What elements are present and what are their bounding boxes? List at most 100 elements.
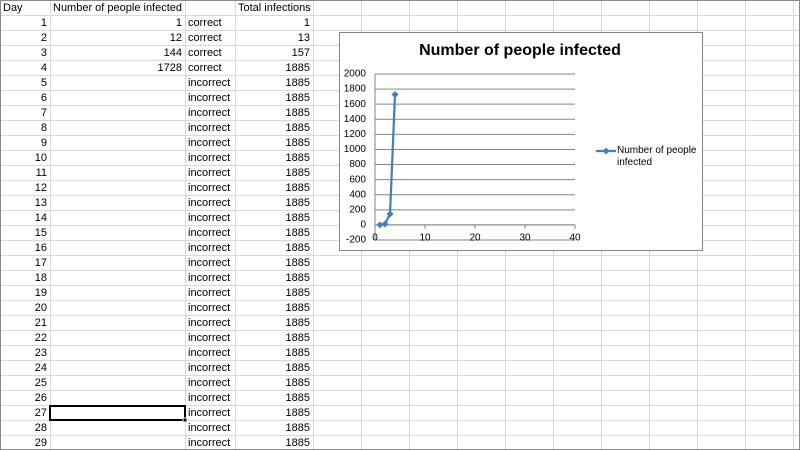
cell: 19 <box>35 287 47 299</box>
point <box>391 91 399 99</box>
cell: 1885 <box>286 362 310 374</box>
point <box>376 221 384 229</box>
x-tick-label: 30 <box>519 233 531 244</box>
cell: 1885 <box>286 122 310 134</box>
y-tick-label: 1400 <box>344 114 367 125</box>
y-tick-label: -200 <box>346 235 366 246</box>
cell: 28 <box>35 422 47 434</box>
cell: incorrect <box>188 317 230 329</box>
cell: 26 <box>35 392 47 404</box>
x-tick-label: 10 <box>419 233 431 244</box>
y-tick-label: 0 <box>360 220 366 231</box>
cell: incorrect <box>188 197 230 209</box>
cell: 1885 <box>286 302 310 314</box>
fill-handle <box>182 417 188 423</box>
cell: incorrect <box>188 152 230 164</box>
cell: 1885 <box>286 62 310 74</box>
cell: incorrect <box>188 332 230 344</box>
x-tick-label: 20 <box>469 233 481 244</box>
cell: 157 <box>292 47 310 59</box>
cell: 1885 <box>286 197 310 209</box>
chart-area <box>339 32 703 251</box>
cell: incorrect <box>188 92 230 104</box>
cell: 12 <box>170 32 182 44</box>
cell: 8 <box>41 122 47 134</box>
cell: 1885 <box>286 257 310 269</box>
legend-marker <box>602 147 610 155</box>
cell: incorrect <box>188 347 230 359</box>
cell: incorrect <box>188 302 230 314</box>
y-tick-label: 200 <box>349 204 366 215</box>
cell: 1885 <box>286 317 310 329</box>
cell: 144 <box>164 47 182 59</box>
cell: 1885 <box>286 287 310 299</box>
cell: 13 <box>35 197 47 209</box>
cell: 23 <box>35 347 47 359</box>
cell: incorrect <box>188 227 230 239</box>
cell: 24 <box>35 362 47 374</box>
cell: 5 <box>41 77 47 89</box>
cell: incorrect <box>188 392 230 404</box>
cell: 11 <box>36 167 47 179</box>
cell: correct <box>188 17 222 29</box>
cell: 1885 <box>286 407 310 419</box>
point <box>381 220 389 228</box>
cell: correct <box>188 62 222 74</box>
cell: incorrect <box>188 287 230 299</box>
cell: 1885 <box>286 422 310 434</box>
legend-label: Number of people infected <box>617 145 697 168</box>
cell: 10 <box>35 152 47 164</box>
cell: incorrect <box>188 257 230 269</box>
cell: incorrect <box>188 77 230 89</box>
cell: 21 <box>35 317 47 329</box>
y-tick-label: 1600 <box>344 99 367 110</box>
y-tick-label: 1800 <box>344 84 367 95</box>
cell: incorrect <box>188 167 230 179</box>
cell: 1885 <box>286 377 310 389</box>
cell: 1885 <box>286 212 310 224</box>
y-tick-label: 600 <box>349 174 366 185</box>
cell: 2 <box>41 32 47 44</box>
header-cell: Number of people infected <box>53 2 182 14</box>
cell: 1 <box>176 17 182 29</box>
cell: 3 <box>41 47 47 59</box>
cell: 1728 <box>158 62 182 74</box>
cell: incorrect <box>188 407 230 419</box>
cell: 1885 <box>286 77 310 89</box>
cell: 1885 <box>286 152 310 164</box>
cell: 15 <box>35 227 47 239</box>
header-cell: Day <box>3 2 23 14</box>
cell: 13 <box>298 32 310 44</box>
cell: 1885 <box>286 137 310 149</box>
cell: 1885 <box>286 107 310 119</box>
cell: incorrect <box>188 377 230 389</box>
cell: 1 <box>304 17 310 29</box>
cell: correct <box>188 47 222 59</box>
cell: incorrect <box>188 437 230 449</box>
cell: 1885 <box>286 182 310 194</box>
cell: incorrect <box>188 422 230 434</box>
chart-title: Number of people infected <box>419 42 621 59</box>
cell: 9 <box>41 137 47 149</box>
cell: 7 <box>41 107 47 119</box>
cell: incorrect <box>188 362 230 374</box>
cell: 29 <box>35 437 47 449</box>
x-tick-label: 0 <box>372 233 378 244</box>
cell: 1885 <box>286 347 310 359</box>
cell: 1 <box>41 17 47 29</box>
selected-cell <box>49 405 186 421</box>
cell: incorrect <box>188 122 230 134</box>
cell: 4 <box>41 62 47 74</box>
cell: 1885 <box>286 392 310 404</box>
cell: 16 <box>35 242 47 254</box>
cell: incorrect <box>188 107 230 119</box>
cell: 14 <box>35 212 47 224</box>
point <box>386 210 394 218</box>
cell: 20 <box>35 302 47 314</box>
x-tick-label: 40 <box>569 233 581 244</box>
cell: 1885 <box>286 437 310 449</box>
cell: 1885 <box>286 272 310 284</box>
header-cell: Total infections <box>238 2 311 14</box>
